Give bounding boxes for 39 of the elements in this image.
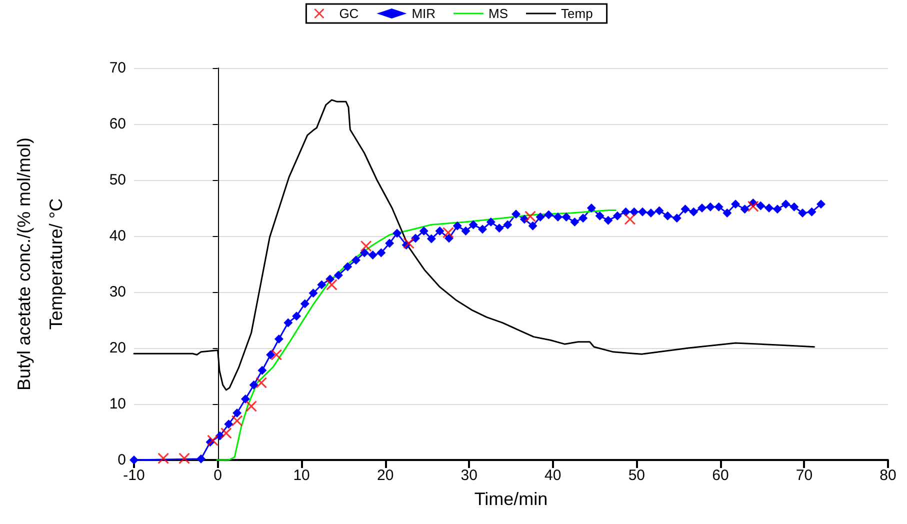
legend-label: GC — [339, 6, 359, 21]
point — [403, 238, 414, 249]
point — [442, 227, 454, 238]
point — [326, 279, 338, 290]
point — [270, 349, 282, 360]
x-tick-label: 10 — [293, 467, 310, 484]
x-tick-label: 70 — [796, 467, 813, 484]
x-tick-label: -10 — [123, 467, 145, 484]
y-tick-label: 30 — [109, 284, 126, 300]
legend-label: MIR — [412, 6, 436, 21]
y-tick-label: 50 — [109, 172, 126, 188]
legend-label: MS — [488, 6, 508, 21]
point — [748, 200, 759, 212]
point — [220, 428, 232, 439]
x-tick-label: 60 — [712, 467, 729, 484]
y-tick-label: 0 — [118, 452, 126, 468]
point — [360, 240, 372, 252]
y-tick-label: 70 — [109, 60, 126, 76]
point — [178, 452, 190, 464]
x-axis-title: Time/min — [474, 489, 548, 509]
x-tick-label: 50 — [628, 467, 646, 484]
y-tick-label: 20 — [109, 340, 126, 356]
point — [158, 452, 169, 464]
point — [524, 210, 536, 222]
point — [246, 400, 257, 412]
x-tick-label: 40 — [544, 467, 562, 484]
y-tick-label: 40 — [109, 228, 126, 244]
y-tick-label: 10 — [109, 396, 126, 412]
x-tick-label: 30 — [460, 467, 478, 484]
point — [207, 434, 218, 446]
point — [256, 377, 267, 388]
x-tick-label: 80 — [880, 467, 896, 484]
y-axis-title: Butyl acetate conc./(% mol/mol) Temperature/ °C — [14, 137, 66, 391]
point — [624, 214, 636, 225]
point — [232, 415, 243, 426]
legend-label: Temp — [561, 6, 593, 21]
x-tick-label: 0 — [214, 467, 222, 484]
y-tick-label: 60 — [109, 116, 126, 132]
x-tick-label: 20 — [376, 467, 394, 484]
